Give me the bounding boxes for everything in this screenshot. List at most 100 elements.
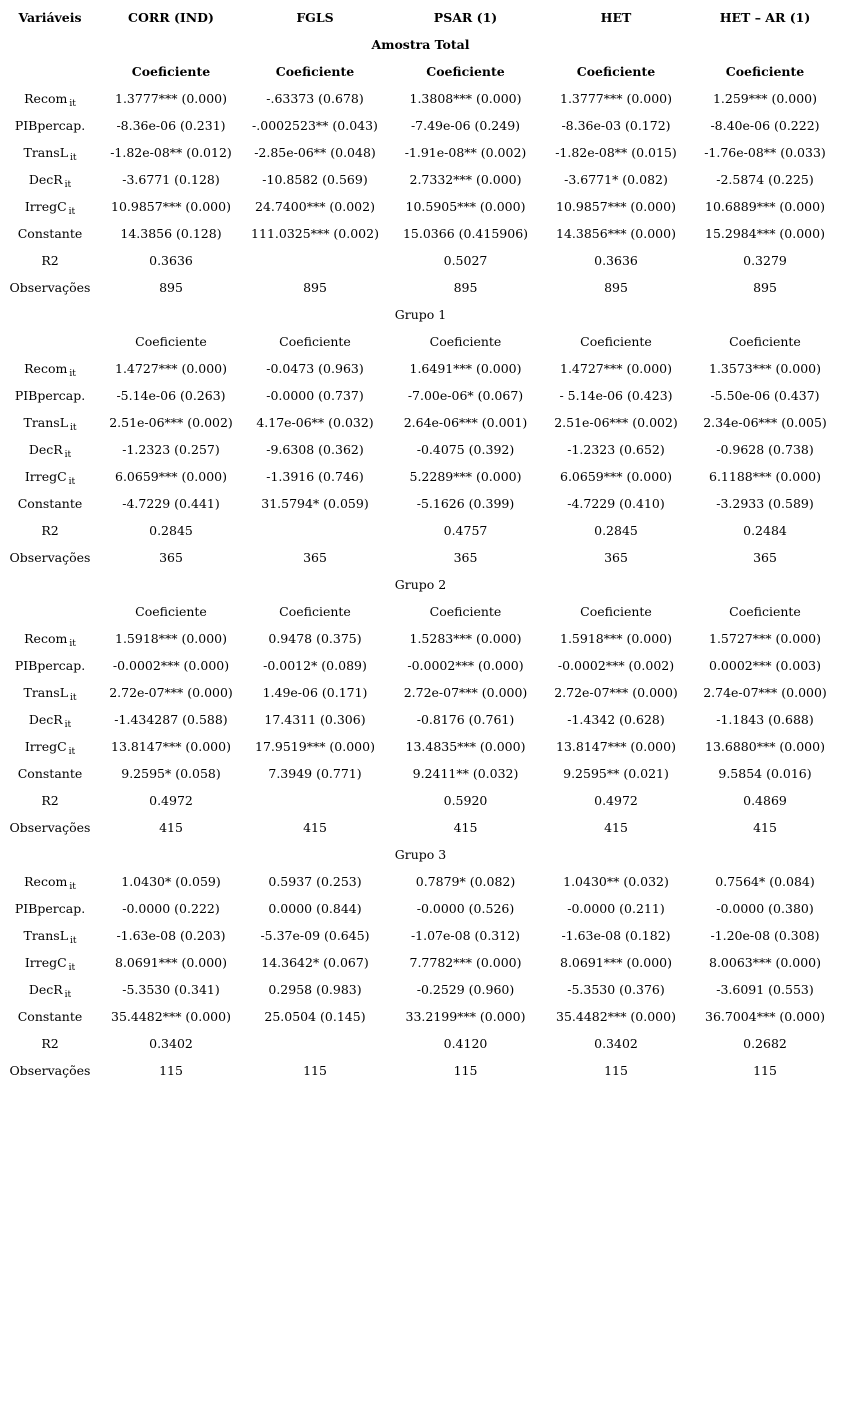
coefficient-cell: 0.4972 bbox=[149, 793, 193, 808]
data-row: R2 0.3402 0.4120 0.3402 0.2682 bbox=[0, 1030, 841, 1057]
coefficient-cell: 115 bbox=[453, 1063, 478, 1078]
coefficient-cell: 9.2595* (0.058) bbox=[121, 766, 221, 781]
coefficient-cell: 2.72e-07*** (0.000) bbox=[403, 685, 528, 700]
coefficient-cell: -3.6091 (0.553) bbox=[716, 982, 814, 997]
coefficient-cell: -0.2529 (0.960) bbox=[416, 982, 515, 997]
coefficient-cell: -1.1843 (0.688) bbox=[716, 712, 814, 727]
document-page: Variáveis CORR (IND) FGLS PSAR (1) HET HET – … bbox=[0, 4, 841, 1084]
coefficient-cell: 7.3949 (0.771) bbox=[268, 766, 362, 781]
variable-label: R2 bbox=[41, 1036, 59, 1051]
coefficient-cell: 36.7004*** (0.000) bbox=[705, 1009, 825, 1024]
coefficient-cell: -1.2323 (0.652) bbox=[567, 442, 665, 457]
data-row: IrregC it 6.0659*** (0.000) -1.3916 (0.746)… bbox=[0, 463, 841, 490]
coefficient-cell: 415 bbox=[453, 820, 478, 835]
coefficient-cell: 0.5027 bbox=[443, 253, 488, 268]
variable-label: Recom it bbox=[24, 361, 76, 379]
coefficient-cell: 0.4757 bbox=[443, 523, 488, 538]
variable-subscript: it bbox=[68, 207, 76, 217]
coefficient-cell: 0.2682 bbox=[743, 1036, 787, 1051]
variable-subscript: it bbox=[70, 693, 77, 703]
coefficient-cell: 1.6491*** (0.000) bbox=[409, 361, 522, 376]
coefficient-subheader: Coeficiente bbox=[725, 64, 805, 79]
variable-label: PIBpercap. bbox=[14, 658, 86, 673]
coefficient-cell: -0.8176 (0.761) bbox=[416, 712, 515, 727]
coefficient-cell: -2.85e-06** (0.048) bbox=[254, 145, 376, 160]
coefficient-cell: 7.7782*** (0.000) bbox=[409, 955, 522, 970]
variable-label: TransL it bbox=[23, 685, 77, 703]
coefficient-cell: 9.2411** (0.032) bbox=[412, 766, 519, 781]
variable-label: IrregC it bbox=[24, 739, 76, 757]
coefficient-cell bbox=[242, 517, 388, 544]
coefficient-cell: -1.4342 (0.628) bbox=[567, 712, 665, 727]
coefficient-cell: 1.3777*** (0.000) bbox=[115, 91, 227, 106]
data-row: Recom it 1.3777*** (0.000) -.63373 (0.678) 1… bbox=[0, 85, 841, 112]
coefficient-cell: 10.5905*** (0.000) bbox=[405, 199, 526, 214]
coefficient-cell: -0.0012* (0.089) bbox=[263, 658, 367, 673]
coefficient-cell: 365 bbox=[604, 550, 628, 565]
coefficient-cell: 415 bbox=[753, 820, 777, 835]
data-row: DecR it -1.2323 (0.257) -9.6308 (0.362) -0.4… bbox=[0, 436, 841, 463]
coefficient-cell: 0.3402 bbox=[149, 1036, 193, 1051]
coefficient-cell: 0.2484 bbox=[743, 523, 787, 538]
coefficient-cell: 8.0691*** (0.000) bbox=[115, 955, 227, 970]
coefficient-cell: 1.3808*** (0.000) bbox=[409, 91, 522, 106]
variable-subscript: it bbox=[69, 639, 76, 649]
coefficient-cell: -1.91e-08** (0.002) bbox=[404, 145, 527, 160]
coefficient-cell: -1.20e-08 (0.308) bbox=[710, 928, 820, 943]
data-row: Constante 14.3856 (0.128) 111.0325*** (0.0… bbox=[0, 220, 841, 247]
coefficient-cell: 6.0659*** (0.000) bbox=[115, 469, 227, 484]
coefficient-subheader: Coeficiente bbox=[580, 334, 652, 349]
data-row: DecR it -3.6771 (0.128) -10.8582 (0.569) 2.7… bbox=[0, 166, 841, 193]
variable-subscript: it bbox=[69, 882, 76, 892]
data-row: IrregC it 10.9857*** (0.000) 24.7400*** (0.… bbox=[0, 193, 841, 220]
column-header: HET bbox=[600, 10, 632, 25]
coefficient-cell: 115 bbox=[303, 1063, 327, 1078]
coefficient-cell: -8.36e-06 (0.231) bbox=[116, 118, 226, 133]
coefficient-cell: 1.3777*** (0.000) bbox=[560, 91, 672, 106]
coefficient-cell: -7.00e-06* (0.067) bbox=[407, 388, 524, 403]
data-row: Recom it 1.4727*** (0.000) -0.0473 (0.963) 1… bbox=[0, 355, 841, 382]
variable-label: PIBpercap. bbox=[14, 901, 86, 916]
coefficient-cell: 1.49e-06 (0.171) bbox=[262, 685, 368, 700]
data-row: Observações 115 115 115 115 115 bbox=[0, 1057, 841, 1084]
coefficient-cell: 365 bbox=[159, 550, 183, 565]
variable-label: IrregC it bbox=[24, 955, 76, 973]
coefficient-cell: 365 bbox=[753, 550, 777, 565]
data-row: TransL it 2.51e-06*** (0.002) 4.17e-06** (0… bbox=[0, 409, 841, 436]
coefficient-cell: -9.6308 (0.362) bbox=[266, 442, 364, 457]
coefficient-subheader: Coeficiente bbox=[275, 64, 355, 79]
coefficient-cell: 0.3279 bbox=[743, 253, 787, 268]
column-header: PSAR (1) bbox=[433, 10, 498, 25]
data-row: PIBpercap. -0.0002*** (0.000) -0.0012* (0.… bbox=[0, 652, 841, 679]
empty-cell bbox=[0, 598, 100, 625]
coefficient-cell: 0.4972 bbox=[594, 793, 638, 808]
data-row: Observações 365 365 365 365 365 bbox=[0, 544, 841, 571]
coefficient-cell: 895 bbox=[753, 280, 777, 295]
variable-label: Recom it bbox=[24, 874, 76, 892]
section-title: Grupo 3 bbox=[394, 847, 447, 862]
coefficient-cell: -1.82e-08** (0.015) bbox=[555, 145, 677, 160]
coefficient-cell: -1.07e-08 (0.312) bbox=[410, 928, 521, 943]
coefficient-cell: 13.4835*** (0.000) bbox=[405, 739, 526, 754]
section-title-row: Grupo 2 bbox=[0, 571, 841, 598]
coefficient-cell: 1.5918*** (0.000) bbox=[115, 631, 227, 646]
table-header-row: Variáveis CORR (IND) FGLS PSAR (1) HET HET – … bbox=[0, 4, 841, 31]
coefficient-cell bbox=[242, 787, 388, 814]
coefficient-cell: 13.6880*** (0.000) bbox=[705, 739, 825, 754]
coefficient-cell: 0.3402 bbox=[594, 1036, 638, 1051]
variable-subscript: it bbox=[64, 990, 72, 1000]
data-row: PIBpercap. -5.14e-06 (0.263) -0.0000 (0.73… bbox=[0, 382, 841, 409]
coefficient-cell: -5.3530 (0.341) bbox=[122, 982, 220, 997]
data-row: IrregC it 8.0691*** (0.000) 14.3642* (0.067… bbox=[0, 949, 841, 976]
section-title: Amostra Total bbox=[371, 37, 470, 52]
coefficient-cell: -5.37e-09 (0.645) bbox=[260, 928, 370, 943]
data-row: TransL it -1.63e-08 (0.203) -5.37e-09 (0.64… bbox=[0, 922, 841, 949]
coefficient-cell: -5.1626 (0.399) bbox=[416, 496, 515, 511]
coefficient-cell: -5.50e-06 (0.437) bbox=[710, 388, 820, 403]
data-row: DecR it -5.3530 (0.341) 0.2958 (0.983) -0.25… bbox=[0, 976, 841, 1003]
coefficient-cell: 6.0659*** (0.000) bbox=[560, 469, 672, 484]
coefficient-cell: 14.3642* (0.067) bbox=[261, 955, 369, 970]
coefficient-cell: 0.7564* (0.084) bbox=[715, 874, 815, 889]
variable-label: Observações bbox=[9, 550, 91, 565]
coefficient-cell: 2.72e-07*** (0.000) bbox=[109, 685, 233, 700]
